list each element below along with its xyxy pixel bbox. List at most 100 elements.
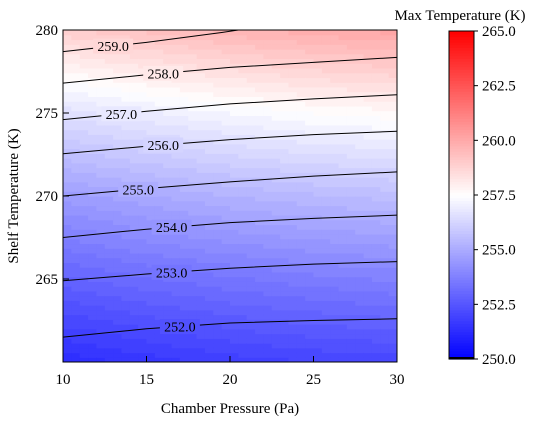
heat-cell xyxy=(129,328,139,335)
heat-cell xyxy=(179,196,189,202)
heat-cell xyxy=(71,77,81,83)
heat-cell xyxy=(380,96,390,102)
heat-cell xyxy=(296,257,306,263)
heat-cell xyxy=(380,186,390,192)
heat-cell xyxy=(288,305,298,311)
heat-cell xyxy=(271,101,281,107)
heat-cell xyxy=(79,210,89,216)
heat-cell xyxy=(330,148,340,154)
colorbar-swatch xyxy=(449,173,474,177)
heat-cell xyxy=(330,286,340,292)
heat-cell xyxy=(355,252,365,259)
heat-cell xyxy=(63,357,72,362)
heat-cell xyxy=(88,319,97,325)
heat-cell xyxy=(238,290,248,297)
heat-cell xyxy=(230,252,239,259)
heat-cell xyxy=(388,181,397,188)
heat-cell xyxy=(363,319,373,325)
heat-cell xyxy=(71,205,81,211)
heat-cell xyxy=(321,53,331,60)
heat-cell xyxy=(104,158,114,164)
heat-cell xyxy=(313,39,323,45)
heat-cell xyxy=(171,115,181,121)
heat-cell xyxy=(371,233,381,240)
heat-cell xyxy=(121,172,131,178)
heat-cell xyxy=(196,286,206,292)
y-axis-label: Shelf Temperature (K) xyxy=(6,128,22,263)
heat-cell xyxy=(230,172,239,178)
heat-cell xyxy=(171,257,181,263)
heat-cell xyxy=(346,333,356,339)
heat-cell xyxy=(271,314,281,320)
heat-cell xyxy=(346,67,356,74)
heat-cell xyxy=(196,333,206,339)
heat-cell xyxy=(238,333,248,339)
heat-cell xyxy=(296,300,306,306)
heat-cell xyxy=(288,328,298,335)
heat-cell xyxy=(63,72,72,79)
heat-cell xyxy=(238,309,248,316)
heat-cell xyxy=(255,333,264,339)
heat-cell xyxy=(138,210,148,216)
heat-cell xyxy=(330,200,340,207)
heat-cell xyxy=(221,158,231,164)
heat-cell xyxy=(338,101,348,107)
heat-cell xyxy=(63,105,72,112)
heat-cell xyxy=(271,48,281,55)
heat-cell xyxy=(121,53,131,60)
heat-cell xyxy=(288,229,298,235)
heat-cell xyxy=(296,91,306,97)
contour-line xyxy=(63,214,397,238)
heat-cell xyxy=(380,48,390,55)
heat-cell xyxy=(63,257,72,263)
heat-cell xyxy=(338,191,348,197)
heat-cell xyxy=(355,314,365,320)
heat-cell xyxy=(355,39,365,45)
heat-cell xyxy=(388,243,397,249)
heat-cell xyxy=(280,162,290,169)
heat-cell xyxy=(230,200,239,207)
heat-cell xyxy=(321,191,331,197)
heat-cell xyxy=(305,153,315,159)
heat-cell xyxy=(63,300,72,306)
heat-cell xyxy=(380,309,390,316)
colorbar-swatch xyxy=(449,208,474,212)
heat-cell xyxy=(338,338,348,344)
heat-cell xyxy=(330,134,340,140)
heat-cell xyxy=(129,124,139,131)
heat-cell xyxy=(271,77,281,83)
heat-cell xyxy=(138,63,148,69)
heat-cell xyxy=(321,186,331,192)
heat-cell xyxy=(163,177,173,183)
heat-cell xyxy=(288,148,298,154)
heat-cell xyxy=(313,172,323,178)
contour-label-bg xyxy=(143,65,184,81)
heat-cell xyxy=(280,86,290,93)
heat-cell xyxy=(154,34,164,41)
heat-cell xyxy=(63,319,72,325)
heat-cell xyxy=(230,91,239,97)
heat-cell xyxy=(138,158,148,164)
heat-cell xyxy=(330,290,340,297)
heat-cell xyxy=(63,229,72,235)
heat-cell xyxy=(171,96,181,102)
heat-cell xyxy=(355,77,365,83)
heat-cell xyxy=(296,343,306,349)
colorbar-swatch xyxy=(449,58,474,62)
heat-cell xyxy=(121,347,131,354)
heat-cell xyxy=(263,91,273,97)
heat-cell xyxy=(246,191,256,197)
heatmap-surface xyxy=(63,30,397,362)
heat-cell xyxy=(221,44,231,50)
heat-cell xyxy=(255,210,264,216)
heat-cell xyxy=(163,191,173,197)
heat-cell xyxy=(296,186,306,192)
heat-cell xyxy=(121,148,131,154)
heat-cell xyxy=(63,148,72,154)
heat-cell xyxy=(238,267,248,273)
heat-cell xyxy=(263,357,273,362)
heat-cell xyxy=(213,214,223,221)
heat-cell xyxy=(196,229,206,235)
heat-cell xyxy=(355,243,365,249)
